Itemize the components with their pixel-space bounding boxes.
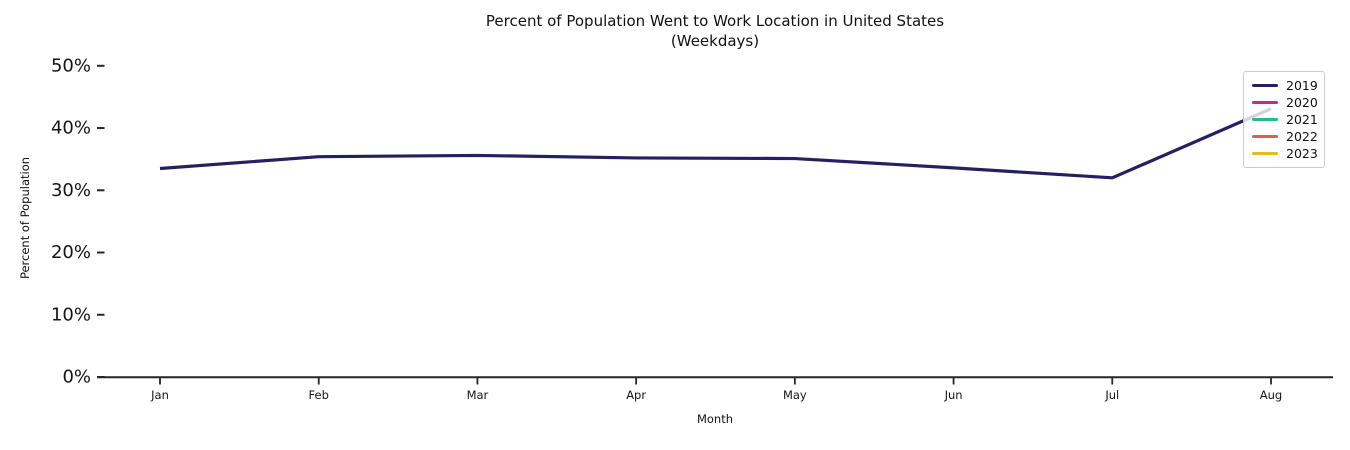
x-tick-label: Mar: [467, 388, 489, 402]
legend-swatch-2022: [1252, 134, 1278, 139]
x-tick-label: May: [783, 388, 807, 402]
y-tick-label: 20%: [51, 242, 91, 263]
y-tick-label: 30%: [51, 180, 91, 201]
y-tick-label: 40%: [51, 118, 91, 139]
y-tick-label: 0%: [62, 367, 91, 388]
legend-swatch-2019: [1252, 83, 1278, 88]
x-tick-label: Feb: [309, 388, 329, 402]
y-tick-label: 10%: [51, 304, 91, 325]
chart-title-line2: (Weekdays): [670, 31, 760, 50]
legend-item-2023: 2023: [1252, 146, 1318, 161]
x-tick-label: Jan: [150, 388, 169, 402]
x-axis-title: Month: [696, 412, 734, 426]
legend-swatch-2023: [1252, 151, 1278, 156]
legend-label: 2023: [1286, 146, 1318, 161]
x-tick-label: Apr: [626, 388, 646, 402]
legend-item-2021: 2021: [1252, 112, 1318, 127]
legend-item-2022: 2022: [1252, 129, 1318, 144]
legend-item-2019: 2019: [1252, 78, 1318, 93]
legend-item-2020: 2020: [1252, 95, 1318, 110]
x-tick-label: Jul: [1104, 388, 1119, 402]
series-line-2019: [159, 107, 1272, 180]
chart-title: Percent of Population Went to Work Locat…: [97, 12, 1333, 52]
legend: 2019 2020 2021 2022 2023: [1243, 71, 1325, 168]
x-tick-label: Aug: [1260, 388, 1282, 402]
legend-label: 2019: [1286, 78, 1318, 93]
chart-title-line1: Percent of Population Went to Work Locat…: [485, 12, 945, 30]
legend-label: 2022: [1286, 129, 1318, 144]
legend-label: 2020: [1286, 95, 1318, 110]
legend-swatch-2021: [1252, 117, 1278, 122]
y-tick-label: 50%: [51, 55, 91, 76]
legend-label: 2021: [1286, 112, 1318, 127]
x-tick-label: Jun: [944, 388, 963, 402]
legend-swatch-2020: [1252, 100, 1278, 105]
